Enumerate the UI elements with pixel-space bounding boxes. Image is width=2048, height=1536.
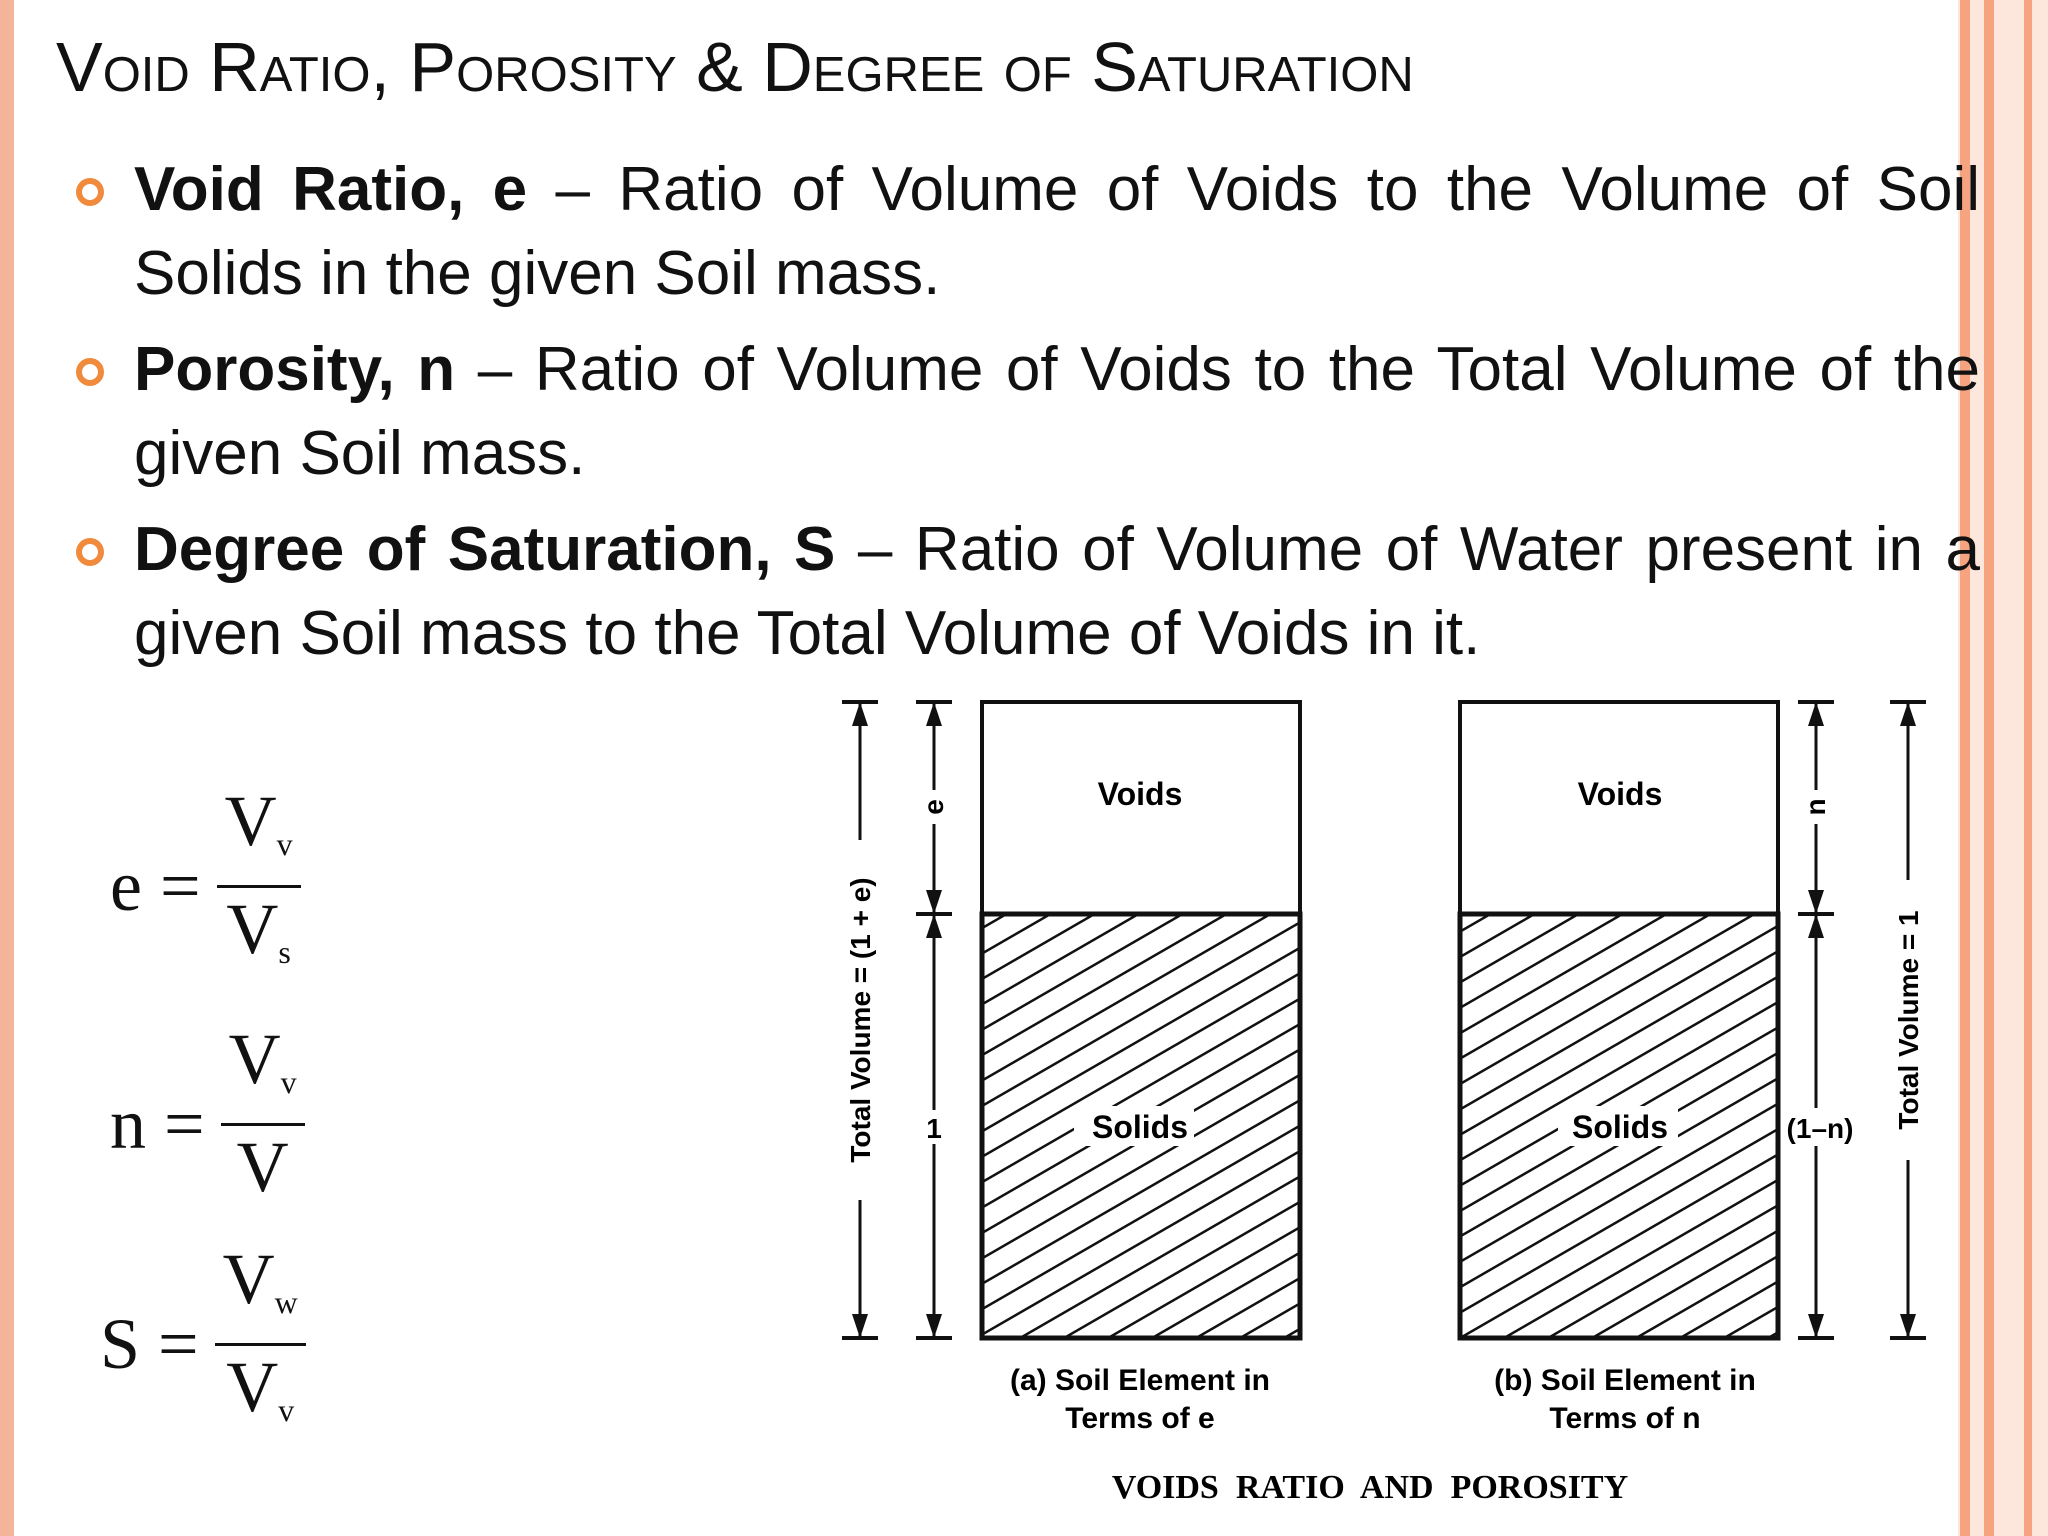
slide-title: Void Ratio, Porosity & Degree of Saturat… [56,22,1936,112]
one-minus-n-label: (1–n) [1787,1113,1854,1144]
voids-box-a [980,700,1302,916]
caption-b-line2: Terms of n [1549,1402,1700,1435]
solids-label-bg [1074,1106,1194,1146]
formula-denominator: Vv [226,1347,295,1428]
caption-b-line1: (b) Soil Element in [1494,1364,1756,1397]
bullet-definition: – Ratio of Volume of Water present in a … [134,515,1980,668]
formula-lhs: S = [100,1304,199,1384]
bullet-ring-icon [76,358,104,386]
formula-block: e = Vv Vs n = Vv V S = Vw Vv [100,760,410,1460]
left-frame-stripe [0,0,14,1536]
voids-label-a: Voids [1098,776,1183,812]
fraction-bar [216,885,301,888]
solids-label-bg [1558,1106,1678,1146]
formula-fraction: Vv V [220,1018,305,1231]
voids-label-b: Voids [1578,776,1663,812]
formula-fraction: Vw Vv [214,1238,306,1451]
e-label: e [918,799,949,815]
caption-a-line2: Terms of e [1065,1402,1215,1435]
bullet-list: Void Ratio, e – Ratio of Volume of Voids… [72,148,1980,688]
solids-label-a: Solids [1092,1109,1188,1145]
bullet-text: Porosity, n – Ratio of Volume of Voids t… [134,328,1980,496]
formula-porosity: n = Vv V [110,1018,305,1231]
bullet-porosity: Porosity, n – Ratio of Volume of Voids t… [72,328,1980,496]
bullet-void-ratio: Void Ratio, e – Ratio of Volume of Voids… [72,148,1980,316]
one-label: 1 [926,1113,942,1144]
formula-saturation: S = Vw Vv [100,1238,306,1451]
total-volume-label-b: Total Volume = 1 [1893,910,1924,1129]
bullet-text: Void Ratio, e – Ratio of Volume of Voids… [134,148,1980,316]
formula-numerator: Vw [222,1239,298,1320]
bullet-degree-of-saturation: Degree of Saturation, S – Ratio of Volum… [72,508,1980,676]
bullet-definition: – Ratio of Volume of Voids to the Volume… [134,155,1981,308]
solids-label-b: Solids [1572,1109,1668,1145]
bullet-ring-icon [76,178,104,206]
total-volume-label-a: Total Volume = (1 + e) [845,877,876,1162]
formula-numerator: Vv [224,781,293,862]
fraction-bar [220,1123,305,1126]
formula-lhs: n = [110,1084,205,1164]
right-frame-stripe [1984,0,1994,1536]
formula-void-ratio: e = Vv Vs [110,780,301,993]
right-frame-band [1958,0,2048,1536]
bullet-definition: – Ratio of Volume of Voids to the Total … [134,335,1980,488]
formula-numerator: Vv [228,1019,297,1100]
slide-title-text: Void Ratio, Porosity & Degree of Saturat… [56,28,1414,106]
n-label: n [1800,798,1831,815]
voids-box-b [1458,700,1780,916]
bullet-term: Degree of Saturation, S [134,515,836,584]
fraction-bar [214,1343,306,1346]
formula-denominator: V [236,1127,289,1207]
bullet-ring-icon [76,538,104,566]
caption-a-line1: (a) Soil Element in [1010,1364,1270,1397]
diagram-caption: VOIDS RATIO AND POROSITY [1112,1469,1628,1506]
soil-element-svg: Voids Solids Total Volume = (1 + e) e 1 … [842,700,1926,1506]
bullet-text: Degree of Saturation, S – Ratio of Volum… [134,508,1980,676]
bullet-symbol: , e [447,155,528,224]
formula-fraction: Vv Vs [216,780,301,993]
bullet-term: Porosity, n [134,335,456,404]
soil-element-diagram: Voids Solids Total Volume = (1 + e) e 1 … [820,690,1950,1530]
formula-denominator: Vs [226,889,291,970]
bullet-term: Void Ratio [134,155,448,224]
formula-lhs: e = [110,846,201,926]
right-frame-stripe [2024,0,2032,1536]
right-frame-stripe [1960,0,1970,1536]
